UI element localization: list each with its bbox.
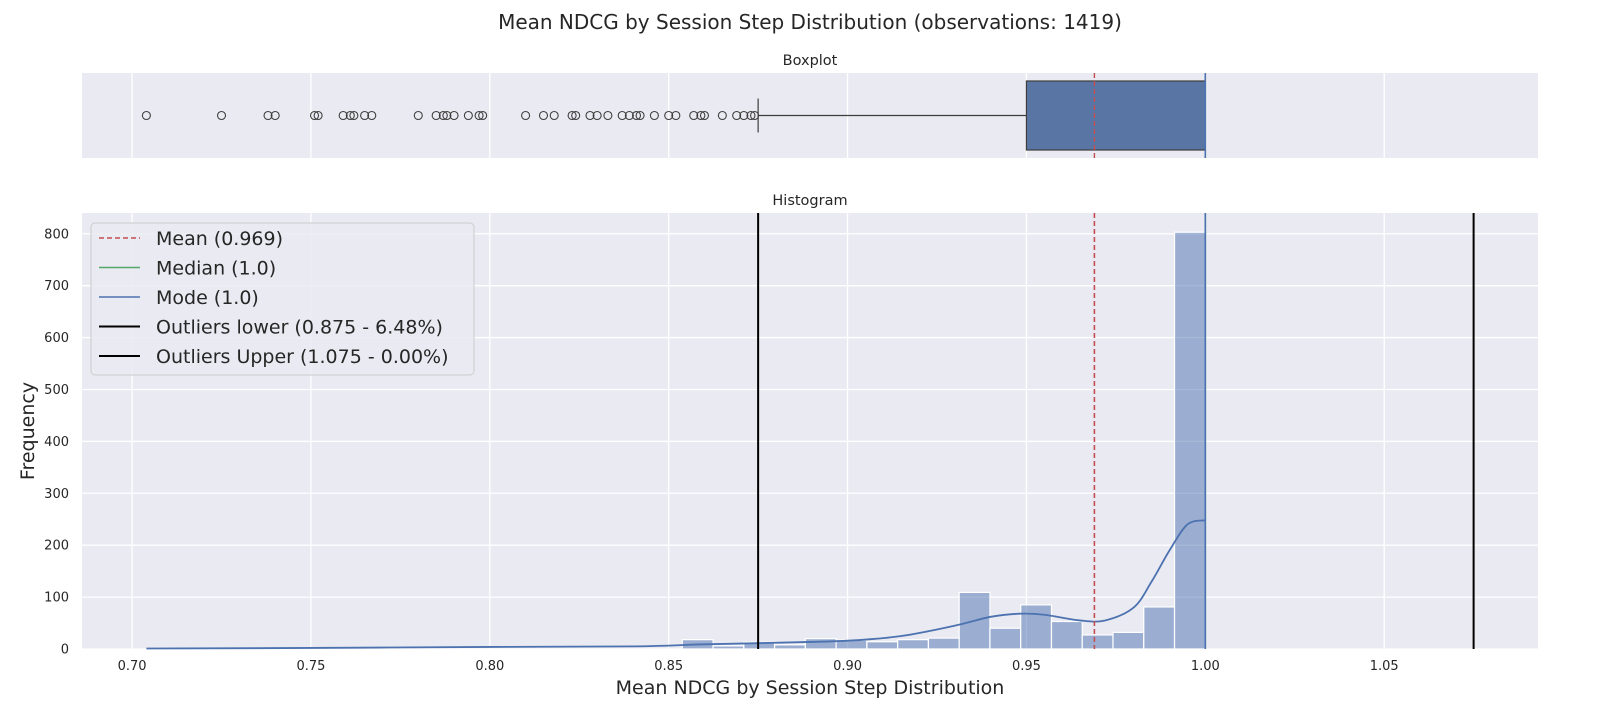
legend-label: Outliers lower (0.875 - 6.48%) xyxy=(156,317,443,339)
boxplot-outlier xyxy=(216,110,227,121)
boxplot-outlier xyxy=(438,110,448,121)
boxplot-outlier xyxy=(474,110,484,121)
x-tick-label: 0.80 xyxy=(475,659,504,674)
boxplot-outlier xyxy=(463,110,473,121)
histogram-kde xyxy=(146,519,1206,650)
histogram-bar xyxy=(927,637,960,650)
histogram-bars xyxy=(681,231,1206,650)
boxplot-outlier xyxy=(689,110,699,121)
histogram-reference-lines xyxy=(757,213,1475,649)
boxplot-outlier xyxy=(671,110,681,121)
x-tick-label: 0.75 xyxy=(296,659,325,674)
legend-label: Outliers Upper (1.075 - 0.00%) xyxy=(156,346,449,368)
boxplot-outlier xyxy=(449,110,459,121)
boxplot-outlier xyxy=(696,110,706,121)
y-tick-label: 600 xyxy=(44,331,69,346)
boxplot-outlier xyxy=(345,110,355,121)
boxplot-outlier xyxy=(413,110,423,121)
legend-label: Mean (0.969) xyxy=(156,228,283,250)
x-tick-label: 0.90 xyxy=(833,659,862,674)
histogram-kde-curve xyxy=(146,519,1206,650)
boxplot-outlier xyxy=(585,110,595,121)
legend: Mean (0.969) Median (1.0) Mode (1.0) Outlie… xyxy=(90,222,475,376)
boxplot-outlier xyxy=(538,110,549,121)
boxplot-outlier xyxy=(349,110,359,121)
boxplot-outlier xyxy=(732,110,742,121)
boxplot-outlier xyxy=(624,110,634,121)
boxplot-outlier xyxy=(431,110,441,121)
histogram-bar xyxy=(1143,606,1176,650)
x-tick-label: 0.70 xyxy=(118,659,147,674)
x-axis-ticks: 0.70 0.75 0.80 0.85 0.90 0.95 1.00 1.05 xyxy=(118,659,1399,674)
x-axis-label: Mean NDCG by Session Step Distribution xyxy=(616,677,1005,699)
boxplot-outlier xyxy=(739,110,749,121)
histogram-bar xyxy=(804,638,837,650)
y-tick-label: 800 xyxy=(44,227,69,242)
y-tick-label: 400 xyxy=(44,435,69,450)
histogram-panel: Histogram 0 100 200 300 400 500 600 700 800 0.70… xyxy=(17,193,1538,699)
boxplot-outlier xyxy=(313,110,323,121)
boxplot-outlier xyxy=(338,110,348,121)
legend-label: Median (1.0) xyxy=(156,258,276,280)
x-tick-label: 0.85 xyxy=(654,659,683,674)
boxplot-outlier xyxy=(571,110,581,121)
y-tick-label: 100 xyxy=(44,591,69,606)
x-tick-label: 0.95 xyxy=(1012,659,1041,674)
boxplot-panel: Boxplot xyxy=(82,53,1538,158)
y-tick-label: 500 xyxy=(44,383,69,398)
y-tick-label: 700 xyxy=(44,279,69,294)
histogram-bar xyxy=(712,645,745,650)
boxplot-outlier xyxy=(631,110,642,121)
boxplot-outlier xyxy=(367,110,377,121)
boxplot-outlier xyxy=(717,110,727,121)
boxplot-outlier xyxy=(263,110,273,121)
y-tick-label: 0 xyxy=(61,643,69,658)
boxplot-outlier xyxy=(649,110,659,121)
boxplot-outlier xyxy=(603,110,613,121)
histogram-bar xyxy=(1020,604,1053,650)
histogram-bar xyxy=(773,644,806,650)
boxplot-title: Boxplot xyxy=(783,53,838,69)
chart-title: Mean NDCG by Session Step Distribution (… xyxy=(498,10,1122,34)
boxplot-outlier xyxy=(567,110,577,121)
boxplot-outlier xyxy=(699,110,710,121)
y-tick-label: 300 xyxy=(44,487,69,502)
boxplot-outlier xyxy=(442,110,452,121)
histogram-title: Histogram xyxy=(772,193,847,209)
x-tick-label: 1.05 xyxy=(1370,659,1399,674)
boxplot-outlier xyxy=(521,110,531,121)
boxplot-outlier xyxy=(617,110,627,121)
boxplot-outlier xyxy=(270,110,280,121)
boxplot-outlier xyxy=(309,110,320,121)
histogram-bar xyxy=(866,641,899,650)
boxplot-outlier xyxy=(478,110,488,121)
x-tick-label: 1.00 xyxy=(1191,659,1220,674)
legend-box xyxy=(90,222,475,376)
boxplot-outlier xyxy=(592,110,602,121)
boxplot-outlier xyxy=(360,110,370,121)
boxplot-outliers xyxy=(141,110,760,121)
boxplot-outlier xyxy=(746,110,756,121)
boxplot-outlier xyxy=(141,110,151,121)
y-axis-label: Frequency xyxy=(17,382,39,480)
boxplot-outlier xyxy=(635,110,645,121)
boxplot-outlier xyxy=(664,110,674,121)
histogram-bar xyxy=(1081,634,1114,650)
histogram-bar xyxy=(1050,620,1083,650)
histogram-bar xyxy=(1112,631,1145,650)
legend-label: Mode (1.0) xyxy=(156,287,259,309)
boxplot-box xyxy=(1025,80,1206,151)
y-tick-label: 200 xyxy=(44,539,69,554)
boxplot-outlier xyxy=(549,110,559,121)
histogram-bar xyxy=(989,627,1022,650)
y-axis-ticks: 0 100 200 300 400 500 600 700 800 xyxy=(44,227,69,657)
histogram-bar xyxy=(1173,231,1206,650)
boxplot-outlier xyxy=(750,110,760,121)
histogram-bar xyxy=(897,639,930,650)
